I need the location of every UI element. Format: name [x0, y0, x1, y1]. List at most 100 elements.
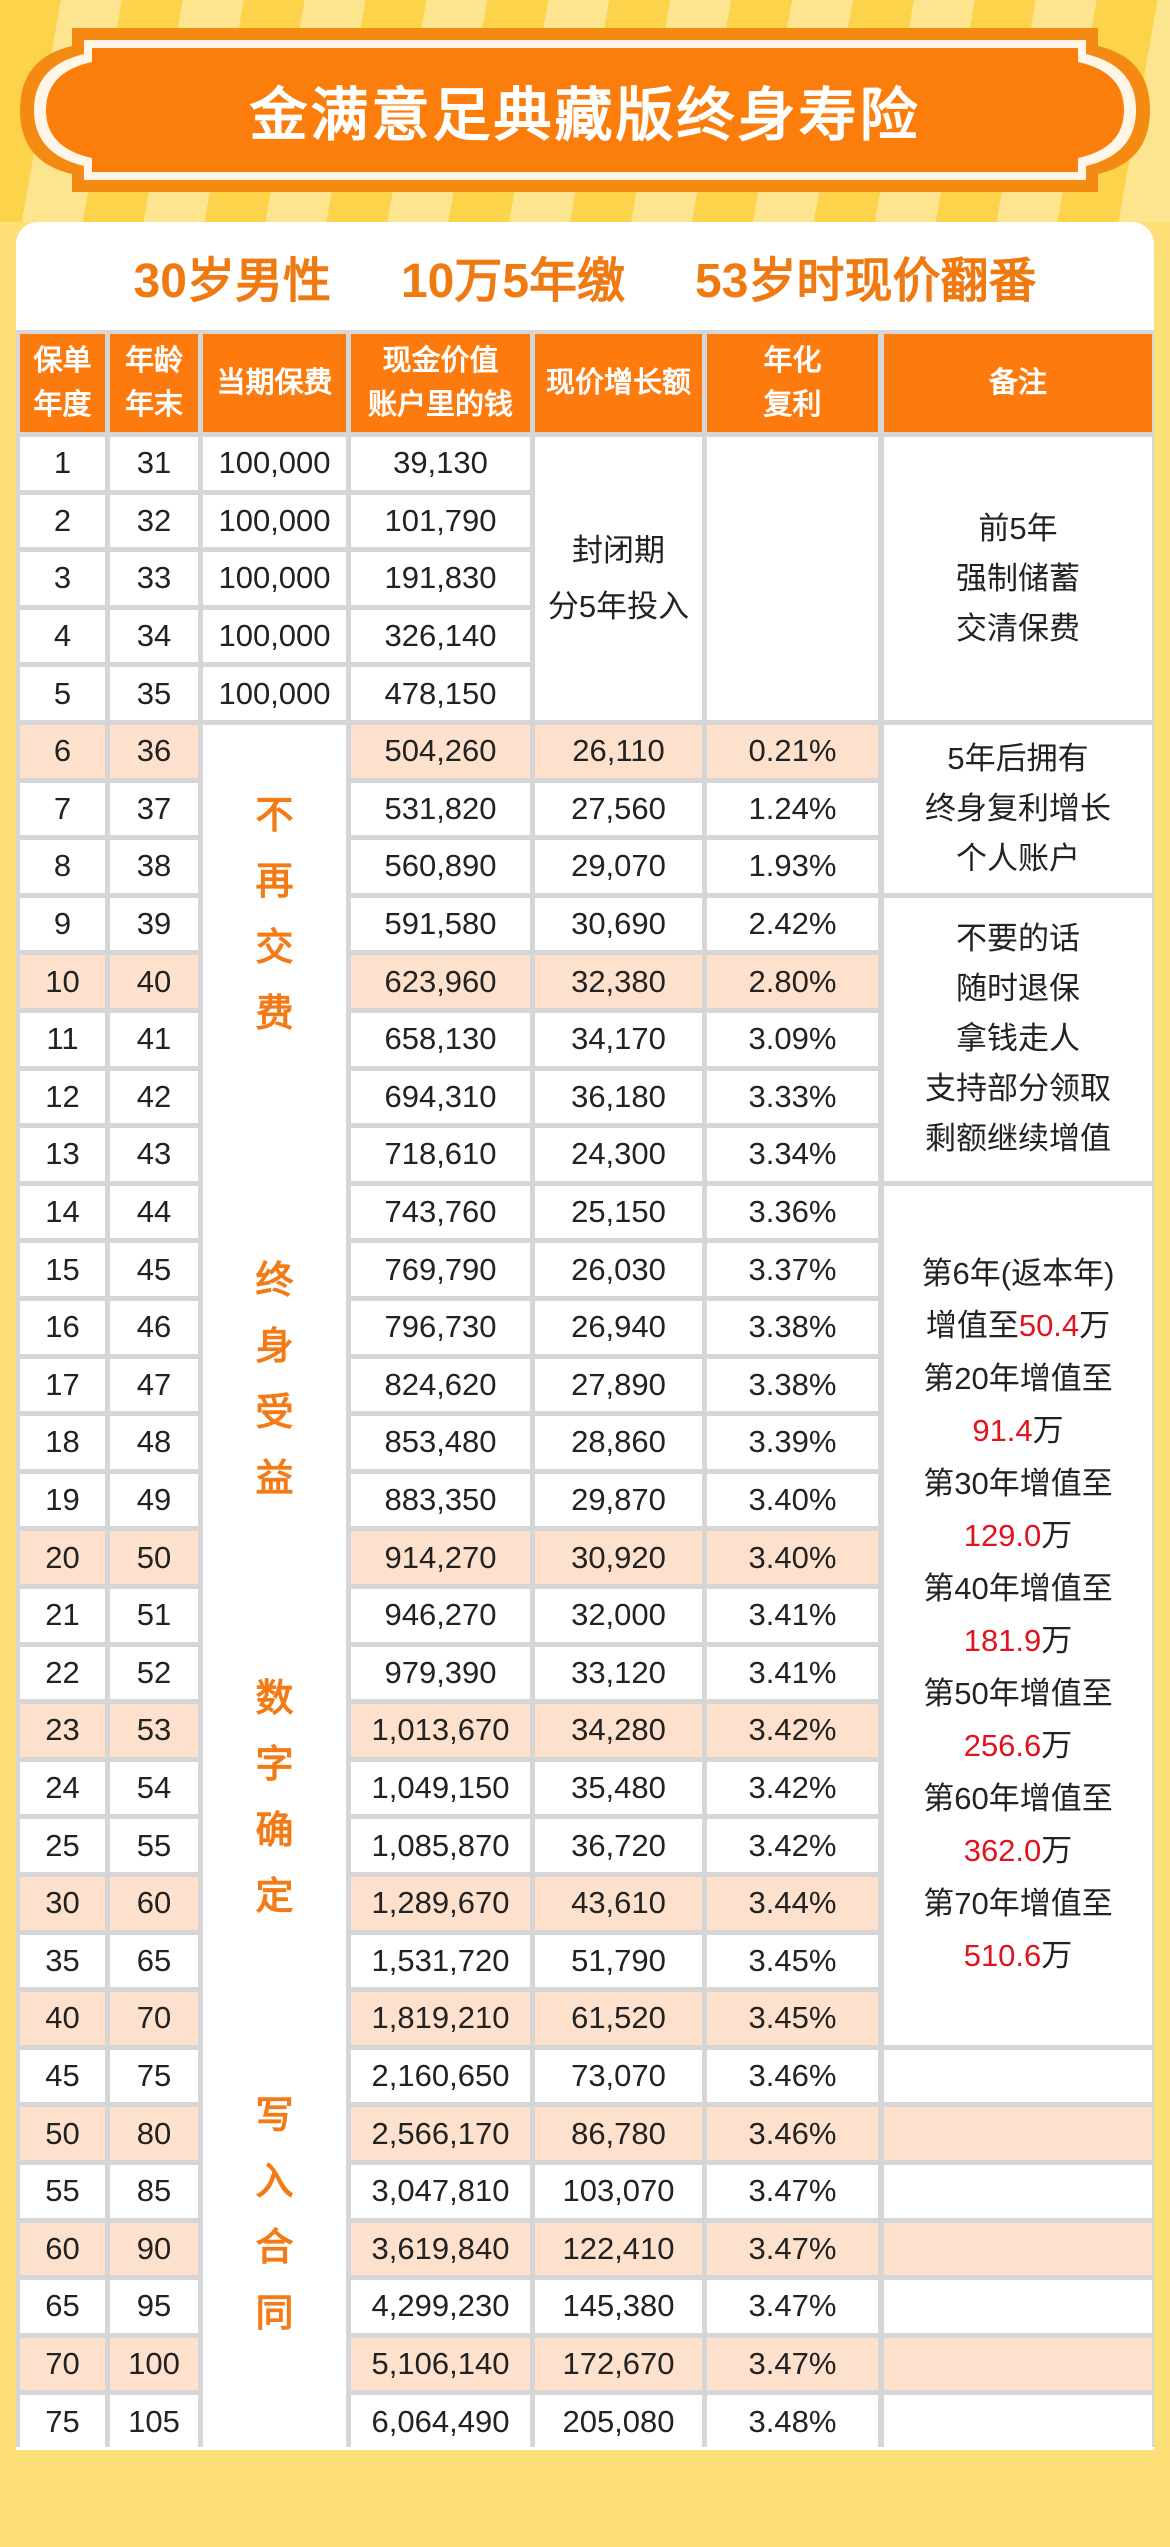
- table-cell-cash: 1,085,870: [351, 1819, 530, 1872]
- table-cell-cash: 914,270: [351, 1531, 530, 1584]
- table-cell-notes-empty: [884, 2395, 1152, 2448]
- table-cell-age: 54: [110, 1761, 198, 1815]
- table-cell-age: 32: [110, 494, 198, 548]
- table-cell-cash: 591,580: [351, 897, 530, 951]
- milestone-label: 第60年增值至: [923, 1780, 1113, 1816]
- table-cell-cash: 1,289,670: [351, 1877, 530, 1930]
- table-cell-age: 49: [110, 1473, 198, 1527]
- table-cell-cash: 101,790: [351, 494, 530, 548]
- table-cell-rate: 3.45%: [707, 1992, 878, 2045]
- note-line: 交清保费: [956, 610, 1080, 646]
- table-cell-cash: 5,106,140: [351, 2337, 530, 2391]
- note-line: 个人账户: [956, 840, 1080, 876]
- table-cell-age: 55: [110, 1819, 198, 1872]
- table-cell-growth: 29,870: [535, 1473, 702, 1527]
- premium-merged-cell: [203, 725, 346, 2448]
- table-cell-year: 3: [20, 552, 105, 605]
- table-cell-age: 33: [110, 552, 198, 605]
- table-cell-year: 7: [20, 782, 105, 836]
- table-cell-growth: 34,170: [535, 1013, 702, 1066]
- table-cell-year: 30: [20, 1877, 105, 1930]
- table-cell-growth: 172,670: [535, 2337, 702, 2391]
- note-milestones: 第6年(返本年) 增值至50.4万 第20年增值至 91.4万 第30年增值至 129.0…: [884, 1185, 1152, 2045]
- table-cell-age: 95: [110, 2280, 198, 2333]
- milestone-value: 181.9: [963, 1623, 1042, 1659]
- table-cell-growth: 73,070: [535, 2049, 702, 2103]
- milestone-value: 50.4: [1018, 1308, 1080, 1344]
- table-cell-rate: 3.41%: [707, 1646, 878, 1700]
- table-cell-cash: 1,013,670: [351, 1704, 530, 1757]
- note-line: 拿钱走人: [956, 1021, 1080, 1057]
- note-line: 强制储蓄: [956, 560, 1080, 596]
- header-cash-value: 现金价值 账户里的钱: [351, 334, 530, 432]
- milestone-label: 第50年增值至: [923, 1675, 1113, 1711]
- table-cell-age: 45: [110, 1243, 198, 1296]
- table-cell-growth: 32,000: [535, 1589, 702, 1642]
- table-cell-cash: 326,140: [351, 609, 530, 663]
- table-cell-rate: 0.21%: [707, 725, 878, 778]
- table-cell-year: 55: [20, 2165, 105, 2218]
- table-cell-growth: 25,150: [535, 1185, 702, 1239]
- header-notes: 备注: [884, 334, 1152, 432]
- table-cell-growth: 86,780: [535, 2107, 702, 2160]
- note-line: 剩额继续增值: [925, 1121, 1111, 1157]
- note-first-five-years: 前5年强制储蓄交清保费: [884, 437, 1152, 720]
- table-cell-cash: 769,790: [351, 1243, 530, 1296]
- table-cell-cash: 560,890: [351, 840, 530, 893]
- table-cell-notes-empty: [884, 2222, 1152, 2276]
- table-cell-growth: 32,380: [535, 955, 702, 1008]
- table-cell-rate: 3.33%: [707, 1070, 878, 1124]
- table-cell-rate: 3.46%: [707, 2049, 878, 2103]
- lock-period-note: 封闭期 分5年投入: [535, 437, 702, 720]
- table-cell-rate: 1.24%: [707, 782, 878, 836]
- table-cell-rate: 3.09%: [707, 1013, 878, 1066]
- table-cell-cash: 623,960: [351, 955, 530, 1008]
- table-cell-rate: 2.42%: [707, 897, 878, 951]
- milestone-value: 510.6: [963, 1938, 1042, 1974]
- table-cell-growth: 61,520: [535, 1992, 702, 2045]
- table-cell-notes-empty: [884, 2337, 1152, 2391]
- table-cell-rate: 3.47%: [707, 2222, 878, 2276]
- table-cell-age: 34: [110, 609, 198, 663]
- table-cell-rate: 3.42%: [707, 1761, 878, 1815]
- rate-empty-cell: [707, 437, 878, 720]
- table-cell-growth: 27,560: [535, 782, 702, 836]
- note-line: 5年后拥有: [947, 740, 1089, 776]
- milestone-value-line: 181.9万: [963, 1623, 1073, 1659]
- table-cell-cash: 694,310: [351, 1070, 530, 1124]
- note-after-five-years: 5年后拥有 终身复利增长 个人账户: [884, 725, 1152, 893]
- table-cell-year: 14: [20, 1185, 105, 1239]
- table-cell-cash: 4,299,230: [351, 2280, 530, 2333]
- milestone-label: 第6年(返本年): [921, 1255, 1115, 1291]
- table-cell-age: 35: [110, 667, 198, 720]
- table-cell-growth: 30,920: [535, 1531, 702, 1584]
- table-cell-growth: 51,790: [535, 1934, 702, 1988]
- vertical-label: 写入合同: [255, 2095, 294, 2335]
- table-cell-rate: 3.47%: [707, 2280, 878, 2333]
- table-cell-premium: 100,000: [203, 437, 346, 490]
- table-cell-notes-empty: [884, 2165, 1152, 2218]
- table-cell-rate: 3.34%: [707, 1128, 878, 1181]
- note-line: 前5年: [978, 510, 1058, 546]
- table-cell-year: 75: [20, 2395, 105, 2448]
- table-cell-rate: 3.44%: [707, 1877, 878, 1930]
- table-cell-age: 100: [110, 2337, 198, 2391]
- table-cell-year: 25: [20, 1819, 105, 1872]
- table-cell-year: 65: [20, 2280, 105, 2333]
- note-line: 随时退保: [956, 971, 1080, 1007]
- table-cell-growth: 33,120: [535, 1646, 702, 1700]
- milestone-value-line: 129.0万: [963, 1518, 1073, 1554]
- table-cell-year: 9: [20, 897, 105, 951]
- milestone-label: 第20年增值至: [923, 1360, 1113, 1396]
- table-cell-year: 15: [20, 1243, 105, 1296]
- table-cell-age: 48: [110, 1416, 198, 1469]
- table-cell-rate: 3.41%: [707, 1589, 878, 1642]
- milestone-value-line: 增值至50.4万: [925, 1308, 1111, 1344]
- table-cell-year: 5: [20, 667, 105, 720]
- table-cell-cash: 478,150: [351, 667, 530, 720]
- table-cell-year: 24: [20, 1761, 105, 1815]
- table-cell-age: 41: [110, 1013, 198, 1066]
- table-cell-cash: 658,130: [351, 1013, 530, 1066]
- table-cell-age: 39: [110, 897, 198, 951]
- table-cell-premium: 100,000: [203, 667, 346, 720]
